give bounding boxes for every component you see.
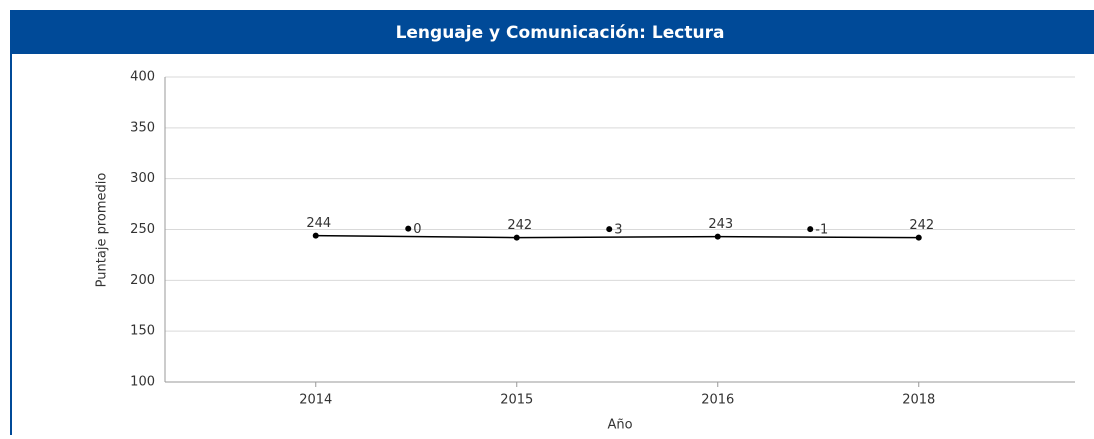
x-tick-label: 2016 xyxy=(701,393,734,408)
x-tick-label: 2014 xyxy=(299,393,332,408)
x-tick-label: 2018 xyxy=(902,393,935,408)
x-axis-label: Año xyxy=(607,418,632,433)
point xyxy=(312,232,319,239)
series-line xyxy=(315,234,919,239)
header-bar xyxy=(10,10,1094,54)
y-tick-label: 150 xyxy=(130,324,155,339)
x-tick-label: 2015 xyxy=(500,393,533,408)
annotation-dot xyxy=(405,225,412,232)
y-tick-label: 400 xyxy=(130,70,155,85)
y-tick-label: 300 xyxy=(130,171,155,186)
data-label: 244 xyxy=(306,216,331,231)
point xyxy=(915,234,922,241)
y-axis-label: Puntaje promedio xyxy=(95,173,110,288)
y-tick-label: 200 xyxy=(130,273,155,288)
chart-title: Lenguaje y Comunicación: Lectura xyxy=(396,23,725,43)
point xyxy=(714,233,721,240)
data-label: 242 xyxy=(909,218,934,233)
data-label: 242 xyxy=(507,218,532,233)
y-tick-label: 350 xyxy=(130,120,155,135)
annotation-dot xyxy=(606,226,613,233)
annotation: 0 xyxy=(413,222,421,237)
annotation: 3 xyxy=(614,223,622,238)
annotation-dot xyxy=(807,226,814,233)
y-tick-label: 100 xyxy=(130,375,155,390)
annotation: -1 xyxy=(815,223,828,238)
data-label: 243 xyxy=(708,217,733,232)
y-tick-label: 250 xyxy=(130,222,155,237)
point xyxy=(513,234,520,241)
